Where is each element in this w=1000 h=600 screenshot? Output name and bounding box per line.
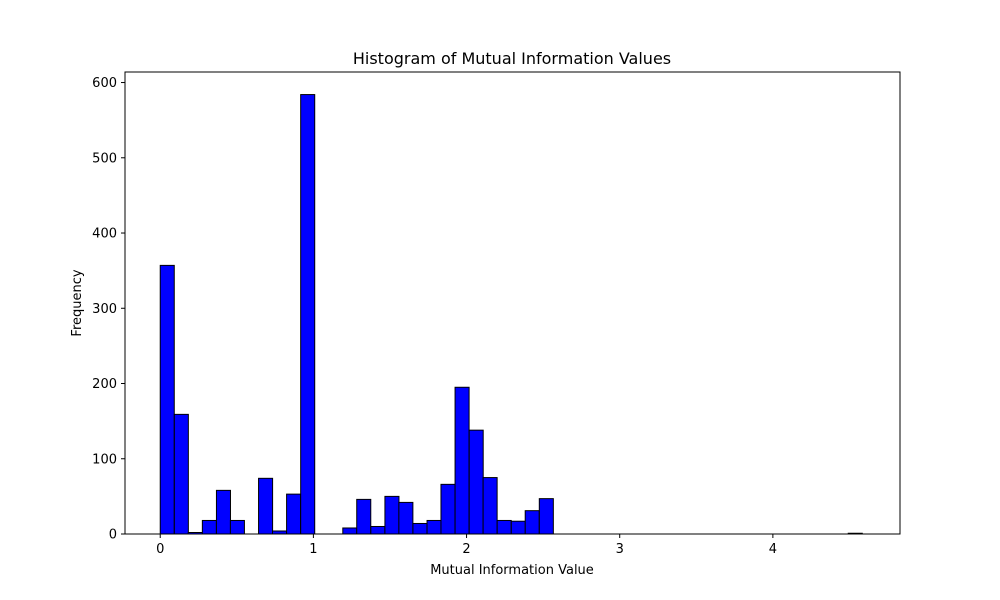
histogram-bar-19	[426, 519, 442, 535]
x-tick-label-3: 3	[616, 542, 624, 557]
histogram-bar-14	[356, 498, 372, 535]
x-tick-label-0: 0	[156, 542, 164, 557]
histogram-bar-3	[201, 519, 217, 535]
y-tick-label-3: 300	[92, 302, 117, 317]
x-tick-label-2: 2	[462, 542, 470, 557]
histogram-bar-4	[215, 489, 231, 535]
chart-title: Histogram of Mutual Information Values	[353, 49, 671, 68]
y-tick-label-1: 100	[92, 452, 117, 467]
histogram-bar-18	[412, 522, 428, 535]
histogram-bar-24	[496, 519, 512, 535]
histogram-bar-1	[173, 413, 189, 535]
histogram-bar-0	[159, 264, 175, 535]
x-tick-label-4: 4	[769, 542, 777, 557]
x-tick-label-1: 1	[309, 542, 317, 557]
histogram-bar-25	[510, 520, 526, 535]
histogram-bar-26	[524, 510, 540, 535]
x-axis-ticks: 0 1 2 3 4	[156, 534, 777, 557]
y-tick-label-0: 0	[109, 528, 117, 543]
histogram-bar-27	[538, 498, 554, 535]
histogram-bar-23	[482, 477, 498, 535]
histogram-bar-17	[398, 501, 414, 535]
histogram-bar-10	[300, 94, 316, 535]
plot-frame	[124, 71, 901, 535]
y-axis-label: Frequency	[70, 269, 85, 336]
histogram-bar-20	[440, 483, 456, 535]
y-tick-label-2: 200	[92, 377, 117, 392]
y-tick-label-6: 600	[92, 76, 117, 91]
y-tick-label-4: 400	[92, 227, 117, 242]
histogram-bar-21	[454, 386, 470, 535]
histogram-bar-5	[229, 519, 245, 535]
histogram-bar-9	[286, 493, 302, 535]
histogram-bar-13	[342, 527, 358, 535]
bar-group	[159, 94, 863, 535]
y-tick-label-5: 500	[92, 151, 117, 166]
histogram-bar-7	[258, 477, 274, 535]
x-axis-label: Mutual Information Value	[430, 563, 594, 578]
histogram-bar-15	[370, 525, 386, 535]
y-axis-ticks: 0 100 200 300 400 500 600	[92, 76, 125, 543]
histogram-bar-22	[468, 429, 484, 535]
histogram-bar-16	[384, 495, 400, 535]
